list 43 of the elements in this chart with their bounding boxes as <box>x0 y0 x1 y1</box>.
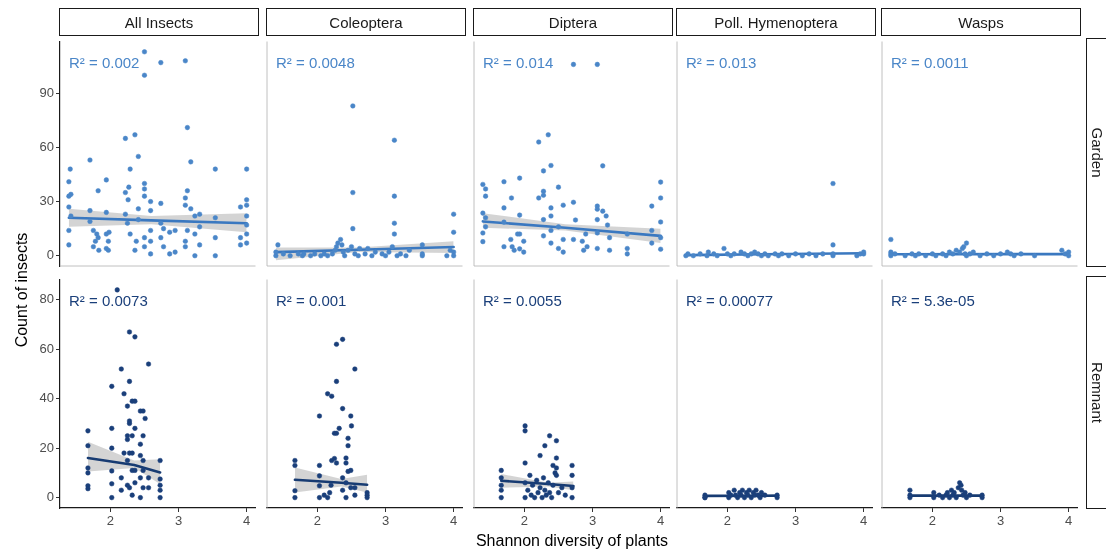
y-axis-title: Count of insects <box>13 232 31 348</box>
chart-title: Coleoptera <box>266 8 466 36</box>
annotation: R² = 0.0073 <box>69 291 148 309</box>
annotation: R² = 0.001 <box>276 291 347 309</box>
x-tick-label: 4 <box>657 513 665 529</box>
annotation: R² = 0.0055 <box>483 291 562 309</box>
x-tick-label: 2 <box>928 513 937 529</box>
y-tick-label: 0 <box>46 489 54 505</box>
x-tick-label: 3 <box>588 513 597 529</box>
y-tick-label: 0 <box>46 247 54 263</box>
y-tick-label: 30 <box>39 193 54 209</box>
chart-title: Poll. Hymenoptera <box>676 8 876 36</box>
x-tick-label: 3 <box>791 513 800 529</box>
x-tick-label: 4 <box>860 513 868 529</box>
x-tick-label: 4 <box>243 513 251 529</box>
chart-title: Diptera <box>473 8 673 36</box>
chart-title: All Insects <box>59 8 259 36</box>
x-tick-label: 3 <box>174 513 183 529</box>
x-tick-label: 2 <box>313 513 322 529</box>
annotation: R² = 0.00077 <box>686 291 774 309</box>
x-tick-label: 3 <box>381 513 390 529</box>
x-axis-title: Shannon diversity of plants <box>475 532 669 550</box>
annotation: R² = 0.013 <box>686 53 757 71</box>
y-tick-label: 60 <box>39 340 54 356</box>
y2-axis-title: Remnant <box>1088 362 1106 423</box>
x-tick-label: 2 <box>723 513 732 529</box>
x-tick-label: 2 <box>520 513 529 529</box>
y2-axis-title: Garden <box>1088 127 1106 178</box>
y-tick-label: 60 <box>39 139 54 155</box>
x-tick-label: 2 <box>106 513 115 529</box>
annotation: R² = 0.014 <box>483 53 554 71</box>
annotation: R² = 5.3e-05 <box>891 291 975 309</box>
y-tick-label: 20 <box>39 439 54 455</box>
x-tick-label: 4 <box>450 513 458 529</box>
annotation: R² = 0.002 <box>69 53 140 71</box>
annotation: R² = 0.0048 <box>276 53 355 71</box>
x-tick-label: 4 <box>1065 513 1073 529</box>
y-tick-label: 90 <box>39 84 54 100</box>
y-tick-label: 80 <box>39 291 54 307</box>
x-tick-label: 3 <box>996 513 1005 529</box>
chart-title: Wasps <box>881 8 1081 36</box>
annotation: R² = 0.0011 <box>891 53 969 71</box>
y-tick-label: 40 <box>39 390 54 406</box>
